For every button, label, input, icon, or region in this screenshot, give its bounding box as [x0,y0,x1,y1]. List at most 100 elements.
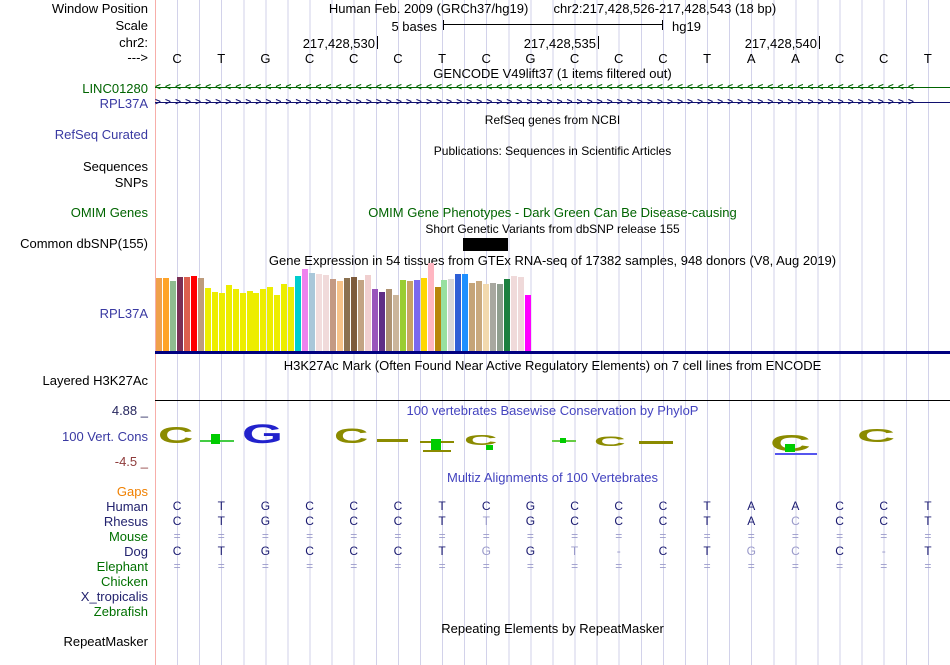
gtex-bar[interactable] [267,287,274,351]
multiz-cell: C [305,544,314,558]
cons-glyph-box [785,444,795,452]
species-label-x_tropicalis[interactable]: X_tropicalis [80,589,148,604]
conservation-max-label: 4.88 _ [111,403,148,418]
dbsnp-variant-box[interactable] [463,238,508,251]
gtex-bar[interactable] [281,284,288,351]
gtex-bar[interactable] [476,281,483,351]
gtex-baseline [155,351,950,354]
genome-label: hg19 [672,19,701,34]
species-label-rhesus[interactable]: Rhesus [103,514,148,529]
gtex-bar[interactable] [302,269,309,351]
gtex-bar[interactable] [204,288,211,351]
cons-glyph-letter: G [242,419,283,449]
gtex-bar[interactable] [462,274,469,351]
gtex-bar[interactable] [413,280,420,351]
scale-bar [443,20,663,30]
gtex-bar[interactable] [357,280,364,351]
gtex-bar[interactable] [392,295,399,351]
multiz-cell: C [614,499,624,513]
gtex-bar[interactable] [274,295,281,351]
layered-h3k27ac-label[interactable]: Layered H3K27Ac [42,373,148,388]
species-label-dog[interactable]: Dog [124,544,148,559]
base-letter: C [569,51,580,66]
multiz-cell: G [525,544,536,558]
strand-direction-label: ---> [127,50,148,65]
gtex-bar[interactable] [371,289,378,351]
gtex-bar[interactable] [316,274,323,351]
conservation-track-label[interactable]: 100 Vert. Cons [62,429,148,444]
gtex-bar[interactable] [232,289,239,351]
gtex-bar[interactable] [156,278,162,351]
base-letter: C [834,51,845,66]
gtex-bar[interactable] [364,275,371,351]
gtex-bar[interactable] [434,287,441,351]
gtex-bar[interactable] [190,276,197,351]
repeatmasker-label[interactable]: RepeatMasker [63,634,148,649]
gtex-bar[interactable] [378,292,385,351]
sequences-label[interactable]: Sequences [82,159,148,174]
window-title: Human Feb. 2009 (GRCh37/hg19) chr2:217,4… [155,2,950,15]
gtex-bar[interactable] [518,277,525,351]
gtex-bar[interactable] [337,281,344,351]
base-letter: A [791,51,800,66]
gtex-bar[interactable] [169,281,176,351]
gtex-bar[interactable] [183,277,190,351]
gtex-bar[interactable] [525,295,532,351]
gtex-bar[interactable] [260,289,267,351]
species-label-elephant[interactable]: Elephant [96,559,148,574]
gtex-bar[interactable] [497,284,504,351]
multiz-cell: = [482,529,490,543]
multiz-cell: C [349,499,359,513]
gtex-bar[interactable] [427,263,434,351]
species-label-human[interactable]: Human [106,499,148,514]
gtex-bar[interactable] [399,280,406,351]
species-label-mouse[interactable]: Mouse [108,529,148,544]
species-label-gaps[interactable]: Gaps [116,484,148,499]
gtex-bar[interactable] [441,280,448,351]
gtex-bar[interactable] [323,275,330,351]
gtex-bar[interactable] [455,274,462,351]
gtex-bar[interactable] [176,277,183,351]
gene-label-linc01280[interactable]: LINC01280 [82,81,148,96]
gtex-bar[interactable] [295,276,302,351]
gene-strand-row-linc01280[interactable]: <<<<<<<<<<<<<<<<<<<<<<<<<<<<<<<<<<<<<<<<… [155,82,950,94]
omim-genes-label[interactable]: OMIM Genes [70,205,148,220]
cons-glyph-dash [639,441,673,444]
multiz-cell: A [747,499,756,513]
gtex-bar[interactable] [350,277,357,351]
gtex-bar[interactable] [483,284,490,351]
gtex-bar[interactable] [288,287,295,351]
cons-glyph-dash [377,439,408,442]
gtex-bar[interactable] [330,279,337,351]
gtex-bar[interactable] [239,293,246,351]
gene-strand-row-rpl37a[interactable]: >>>>>>>>>>>>>>>>>>>>>>>>>>>>>>>>>>>>>>>>… [155,97,950,109]
gtex-bar[interactable] [504,279,511,351]
gtex-bar[interactable] [469,283,476,351]
gtex-bar[interactable] [211,292,218,351]
coordinate-text: 217,428,535 [523,36,596,51]
gtex-bar[interactable] [197,278,204,351]
gene-label-rpl37a[interactable]: RPL37A [99,96,148,111]
gtex-gene-label[interactable]: RPL37A [99,306,148,321]
gtex-bar[interactable] [448,279,455,351]
species-label-chicken[interactable]: Chicken [101,574,148,589]
gtex-bar[interactable] [406,281,413,351]
gtex-bar[interactable] [218,293,225,351]
multiz-cell: = [394,559,402,573]
snps-label[interactable]: SNPs [114,175,148,190]
common-dbsnp-label[interactable]: Common dbSNP(155) [20,236,148,251]
gtex-bar[interactable] [162,278,169,351]
gtex-bar[interactable] [344,278,350,351]
gtex-bar[interactable] [246,291,253,351]
gtex-bar[interactable] [225,285,232,351]
gtex-bar[interactable] [385,289,392,351]
gtex-bar[interactable] [511,276,518,351]
refseq-curated-label[interactable]: RefSeq Curated [54,127,148,142]
gtex-bar[interactable] [420,278,427,351]
species-label-zebrafish[interactable]: Zebrafish [93,604,148,619]
cons-glyph-box [431,439,441,451]
gtex-bar[interactable] [253,293,260,351]
gtex-bar[interactable] [490,283,497,351]
gtex-bar[interactable] [309,273,316,351]
cons-glyph-letter: C [464,433,498,449]
